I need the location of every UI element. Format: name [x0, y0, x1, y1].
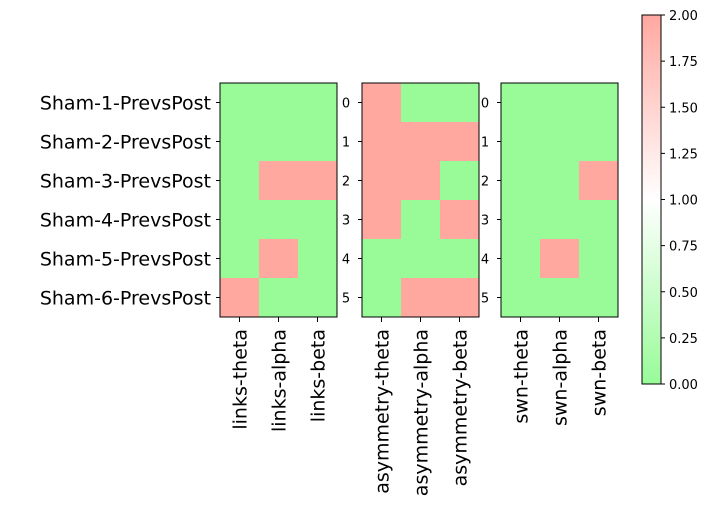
x-tick-label: swn-alpha	[550, 329, 572, 426]
heatmap-cell	[501, 83, 541, 123]
heatmap-cell	[440, 122, 480, 162]
x-tick-label: asymmetry-theta	[372, 329, 394, 494]
colorbar-tick-label: 1.25	[669, 147, 698, 162]
y-tick-label: 0	[481, 97, 489, 112]
heatmap-cell	[579, 239, 619, 279]
heatmap-cell	[362, 161, 402, 201]
heatmap-cell	[440, 83, 480, 123]
heatmap-cell	[220, 200, 260, 240]
x-tick-label: links-theta	[230, 329, 252, 430]
heatmap-cell	[298, 83, 338, 123]
colorbar-tick-label: 1.75	[669, 55, 698, 70]
heatmap-cell	[220, 239, 260, 279]
heatmap-cell	[401, 239, 441, 279]
y-tick-label: 0	[342, 97, 350, 112]
heatmap-cell	[540, 278, 580, 318]
heatmap-cell	[440, 200, 480, 240]
heatmap-cell	[259, 161, 299, 201]
heatmap-cell	[501, 122, 541, 162]
row-label: Sham-2-PrevsPost	[40, 132, 211, 154]
heatmap-cell	[540, 83, 580, 123]
heatmap-cell	[501, 278, 541, 318]
heatmap-cell	[579, 83, 619, 123]
heatmap-cell	[401, 83, 441, 123]
panel-3: swn-theta swn-alpha swn-beta 0 1 2 3 4 5	[481, 82, 619, 426]
colorbar-tick-label: 0.00	[669, 378, 698, 393]
y-tick-label: 1	[342, 136, 350, 151]
heatmap-cell	[259, 239, 299, 279]
x-tick-label: links-beta	[308, 329, 330, 422]
x-tick-label: swn-beta	[589, 329, 611, 416]
y-tick-label: 4	[481, 253, 489, 268]
heatmap-cell	[579, 200, 619, 240]
x-tick-label: links-alpha	[269, 329, 291, 432]
row-label: Sham-3-PrevsPost	[40, 171, 211, 193]
y-tick-label: 5	[342, 292, 350, 307]
colorbar-tick-label: 0.75	[669, 240, 698, 255]
heatmap-cell	[220, 278, 260, 318]
y-tick-label: 2	[342, 175, 350, 190]
heatmap-cell	[540, 122, 580, 162]
heatmap-cell	[362, 239, 402, 279]
x-tick-label: asymmetry-alpha	[411, 329, 433, 496]
heatmap-cell	[220, 161, 260, 201]
colorbar-tick-label: 2.00	[669, 9, 698, 24]
heatmap-cell	[501, 161, 541, 201]
colorbar-tick-label: 0.25	[669, 332, 698, 347]
heatmap-cell	[401, 161, 441, 201]
y-tick-label: 5	[481, 292, 489, 307]
heatmap-cell	[362, 122, 402, 162]
heatmap-cell	[298, 122, 338, 162]
colorbar-tick-label: 1.50	[669, 101, 698, 116]
heatmap-cell	[362, 200, 402, 240]
y-tick-label: 3	[481, 214, 489, 229]
heatmap-cell	[540, 239, 580, 279]
heatmap-cell	[259, 122, 299, 162]
heatmap-cell	[501, 200, 541, 240]
y-tick-label: 4	[342, 253, 350, 268]
colorbar-tick-label: 1.00	[669, 194, 698, 209]
row-label: Sham-5-PrevsPost	[40, 249, 211, 271]
colorbar-gradient	[641, 14, 662, 385]
heatmap-cell	[579, 161, 619, 201]
y-tick-label: 2	[481, 175, 489, 190]
heatmap-cell	[220, 122, 260, 162]
x-tick-label: asymmetry-beta	[450, 329, 472, 486]
heatmap-cell	[401, 122, 441, 162]
heatmap-cell	[259, 83, 299, 123]
heatmap-panels: links-theta links-alpha links-beta asymmetr…	[216, 82, 619, 496]
panel-2: asymmetry-theta asymmetry-alpha asymmetry-…	[342, 82, 480, 496]
colorbar-tick-label: 0.50	[669, 286, 698, 301]
row-label: Sham-6-PrevsPost	[40, 288, 211, 310]
heatmap-cell	[259, 200, 299, 240]
heatmap-cell	[540, 161, 580, 201]
y-tick-label: 3	[342, 214, 350, 229]
heatmap-cell	[440, 278, 480, 318]
heatmap-cell	[362, 83, 402, 123]
row-labels: Sham-1-PrevsPost Sham-2-PrevsPost Sham-3-P…	[40, 93, 211, 310]
panel-1: links-theta links-alpha links-beta	[216, 82, 338, 432]
heatmap-cell	[298, 200, 338, 240]
row-label: Sham-4-PrevsPost	[40, 210, 211, 232]
heatmap-cell	[298, 161, 338, 201]
y-tick-label: 1	[481, 136, 489, 151]
heatmap-cell	[401, 278, 441, 318]
heatmap-cell	[440, 161, 480, 201]
heatmap-cell	[579, 122, 619, 162]
heatmap-cell	[220, 83, 260, 123]
heatmap-cell	[440, 239, 480, 279]
x-tick-label: swn-theta	[511, 329, 533, 424]
row-label: Sham-1-PrevsPost	[40, 93, 211, 115]
heatmap-cell	[298, 239, 338, 279]
heatmap-cell	[579, 278, 619, 318]
heatmap-cell	[501, 239, 541, 279]
colorbar: 0.00 0.25 0.50 0.75 1.00 1.25 1.50 1.75 2.00	[641, 9, 698, 393]
heatmap-cell	[298, 278, 338, 318]
heatmap-cell	[540, 200, 580, 240]
heatmap-cell	[401, 200, 441, 240]
heatmap-cell	[362, 278, 402, 318]
heatmap-cell	[259, 278, 299, 318]
